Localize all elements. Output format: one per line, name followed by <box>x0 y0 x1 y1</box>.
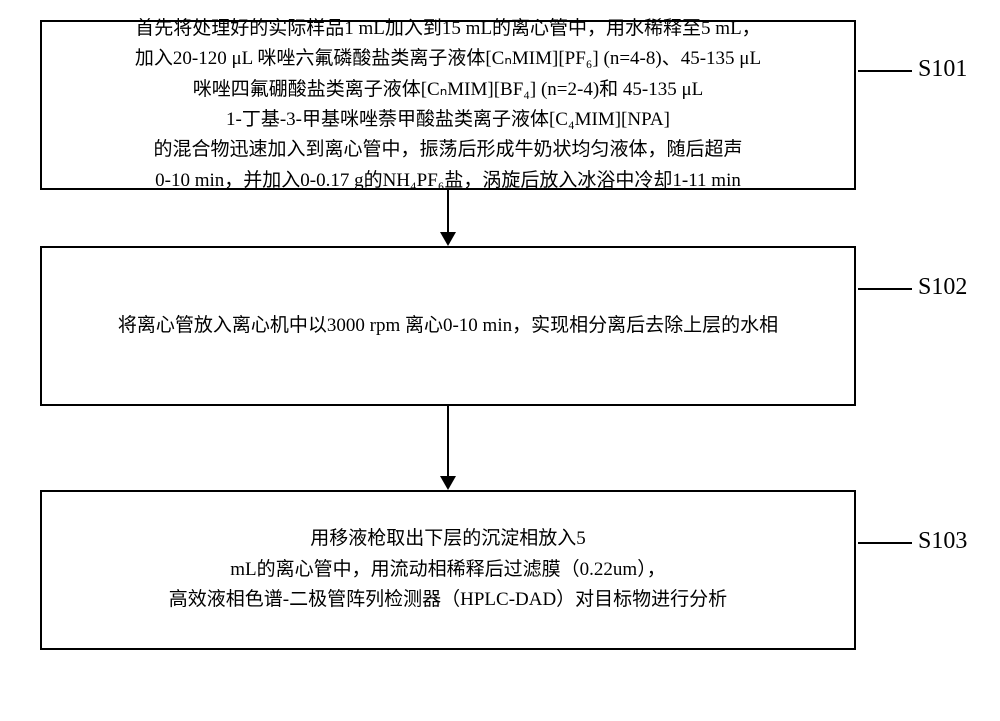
label-connector <box>858 70 912 72</box>
flow-step-text: 首先将处理好的实际样品1 mL加入到15 mL的离心管中，用水稀释至5 mL，加… <box>135 14 761 196</box>
flow-line: 高效液相色谱-二极管阵列检测器（HPLC-DAD）对目标物进行分析 <box>169 585 727 615</box>
flow-line: 加入20-120 μL 咪唑六氟磷酸盐类离子液体[CₙMIM][PF₆] (n=… <box>135 44 761 74</box>
flow-line: 将离心管放入离心机中以3000 rpm 离心0-10 min，实现相分离后去除上… <box>118 311 778 341</box>
flow-step-s102: 将离心管放入离心机中以3000 rpm 离心0-10 min，实现相分离后去除上… <box>40 246 856 406</box>
flow-line: 咪唑四氟硼酸盐类离子液体[CₙMIM][BF₄] (n=2-4)和 45-135… <box>135 75 761 105</box>
arrow-line <box>447 190 449 232</box>
flow-line: 首先将处理好的实际样品1 mL加入到15 mL的离心管中，用水稀释至5 mL， <box>135 14 761 44</box>
step-label-s102: S102 <box>918 274 967 301</box>
flow-line: mL的离心管中，用流动相稀释后过滤膜（0.22um）， <box>169 555 727 585</box>
flow-step-s101: 首先将处理好的实际样品1 mL加入到15 mL的离心管中，用水稀释至5 mL，加… <box>40 20 856 190</box>
arrow-head-icon <box>440 232 456 246</box>
flow-step-s103: 用移液枪取出下层的沉淀相放入5mL的离心管中，用流动相稀释后过滤膜（0.22um… <box>40 490 856 650</box>
step-label-s101: S101 <box>918 56 967 83</box>
flow-line: 1-丁基-3-甲基咪唑萘甲酸盐类离子液体[C₄MIM][NPA] <box>135 105 761 135</box>
arrow-head-icon <box>440 476 456 490</box>
flow-line: 的混合物迅速加入到离心管中，振荡后形成牛奶状均匀液体，随后超声 <box>135 135 761 165</box>
arrow-line <box>447 406 449 476</box>
flow-step-text: 用移液枪取出下层的沉淀相放入5mL的离心管中，用流动相稀释后过滤膜（0.22um… <box>169 524 727 615</box>
label-connector <box>858 542 912 544</box>
flow-line: 用移液枪取出下层的沉淀相放入5 <box>169 524 727 554</box>
label-connector <box>858 288 912 290</box>
flow-step-text: 将离心管放入离心机中以3000 rpm 离心0-10 min，实现相分离后去除上… <box>118 311 778 341</box>
step-label-s103: S103 <box>918 528 967 555</box>
